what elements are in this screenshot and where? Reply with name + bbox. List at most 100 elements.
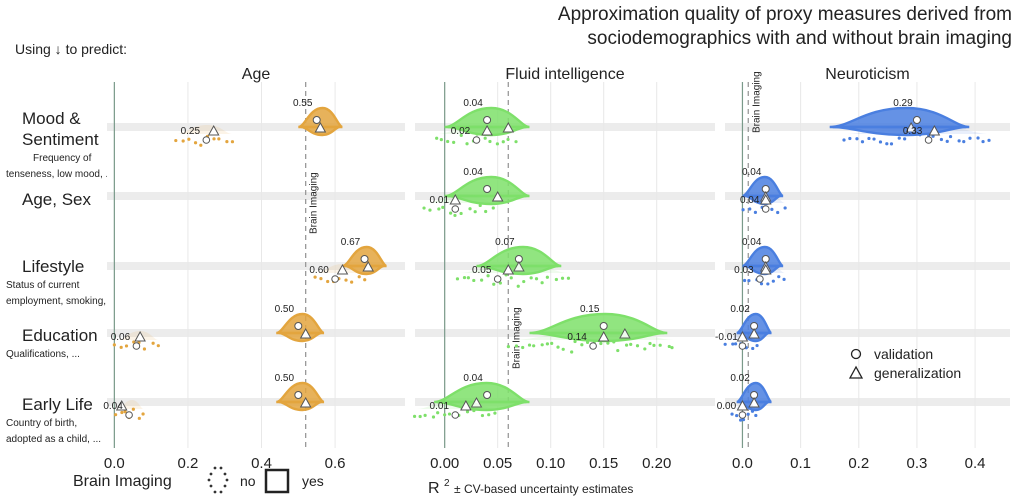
dotted-violin-dot [629, 342, 633, 346]
generalization-point [597, 330, 610, 342]
dotted-violin-dot [540, 343, 544, 347]
dotted-violin-dot [554, 277, 558, 282]
dotted-violin-dot [948, 134, 953, 139]
panel-title: Fluid intelligence [505, 66, 624, 83]
dotted-violin-dot [730, 412, 734, 416]
dotted-violin-dot [123, 410, 127, 414]
dotted-violin-dot [908, 131, 913, 135]
dotted-violin-dot [441, 205, 445, 209]
x-tick-label: 0.4 [251, 455, 272, 472]
dotted-violin-dot [412, 414, 417, 418]
dotted-violin-dot [783, 206, 787, 210]
dotted-violin-dot [889, 142, 894, 146]
value-label: 0.55 [293, 98, 313, 109]
row-label-title: Education [22, 326, 98, 345]
dotted-violin-dot [459, 133, 463, 138]
row-band [415, 262, 715, 270]
dotted-violin-dot [918, 133, 922, 137]
dotted-violin-dot [468, 207, 472, 211]
row-3-marks: 0.67 0.60 [309, 237, 388, 284]
validation-point [493, 275, 502, 283]
dotted-violin-dot [561, 347, 565, 351]
dotted-violin-dot [475, 132, 479, 136]
x-tick-label: 0.1 [790, 455, 811, 472]
x-tick-label: 0.10 [536, 455, 565, 472]
violin-yes [829, 106, 970, 129]
dotted-violin-dot [957, 139, 961, 143]
dotted-violin-dot [141, 412, 145, 416]
dotted-violin-dot [422, 206, 426, 210]
dotted-violin-dot [437, 207, 441, 211]
dotted-violin-dot [493, 411, 497, 415]
x-axis-title-r: R [428, 480, 440, 497]
dotted-violin-dot [766, 282, 770, 286]
legend-no-dot [207, 478, 211, 482]
dotted-violin-dot [509, 276, 513, 280]
generalization-point [491, 190, 504, 202]
generalization-point [134, 330, 146, 342]
validation-point [331, 275, 339, 283]
value-label: 0.03 [734, 265, 754, 276]
dotted-violin-dot [776, 210, 780, 215]
dotted-violin-dot [199, 143, 203, 147]
row-band [107, 329, 405, 337]
dotted-violin-dot [492, 282, 496, 286]
dotted-violin-dot [478, 203, 482, 208]
dotted-violin-dot [532, 344, 536, 348]
legend-generalization-label: generalization [874, 365, 961, 381]
row-2-marks: 0.04 0.01 [422, 167, 530, 218]
row-label-title: Age, Sex [22, 190, 91, 209]
dotted-violin-dot [488, 139, 492, 144]
dotted-violin-dot [751, 346, 755, 351]
validation-point [589, 342, 597, 350]
dotted-violin-dot [501, 140, 505, 144]
row-1-marks: 0.29 0.33 [829, 98, 991, 146]
validation-point [312, 116, 321, 124]
validation-point [360, 255, 369, 263]
generalization-point [115, 399, 128, 411]
dotted-violin-dot [580, 343, 584, 347]
dotted-violin-dot [313, 275, 317, 279]
generalization-point [460, 399, 472, 411]
row-1-marks: 0.04 0.02 [435, 98, 530, 146]
dotted-violin-dot [540, 281, 544, 285]
row-label-subtitle: Frequency of [33, 153, 92, 164]
dotted-violin-dot [119, 345, 123, 349]
dotted-violin-dot [735, 413, 739, 418]
row-label-subtitle: Qualifications, ... [6, 349, 80, 360]
generalization-point [502, 121, 515, 133]
legend-no-dot [209, 472, 213, 476]
dotted-violin-dot [436, 411, 440, 415]
x-axis-title-sup: 2 [444, 478, 450, 489]
row-band [725, 192, 1010, 200]
dotted-violin-dot [987, 138, 991, 142]
dotted-violin-dot [652, 343, 656, 347]
legend-no-dots-icon [207, 466, 229, 494]
violin-yes-lower [447, 194, 527, 206]
dotted-violin-dot [435, 136, 439, 140]
legend-no-dot [225, 478, 229, 482]
panel-neuroticism: Brain Imaging Neuroticism 0.0 0.1 0.2 0.3 0.4 0… [715, 66, 1010, 472]
x-tick-label: 0.4 [965, 455, 986, 472]
value-label: 0.15 [580, 304, 600, 315]
generalization-point [314, 121, 327, 133]
dotted-violin-dot [545, 342, 550, 346]
dotted-violin-dot [181, 139, 185, 143]
dotted-violin-dot [560, 276, 565, 280]
row-band [725, 329, 1010, 337]
dotted-violin-dot [484, 209, 488, 214]
value-label: 0.01 [430, 195, 450, 206]
x-tick-label: 0.3 [907, 455, 928, 472]
x-tick-label: 0.0 [732, 455, 753, 472]
dotted-violin-dot [319, 277, 323, 281]
row-4-marks: 0.02 -0.01 [715, 304, 773, 351]
dotted-violin-dot [914, 131, 918, 135]
dotted-violin-dot [616, 348, 620, 353]
dotted-violin-dot [486, 274, 490, 278]
dotted-violin-dot [612, 340, 616, 344]
dotted-violin-dot [903, 137, 907, 141]
generalization-point [748, 327, 760, 339]
dotted-violin-dot [225, 140, 229, 144]
brain-imaging-annotation: Brain Imaging [309, 172, 320, 234]
x-axis-title-rest: ± CV-based uncertainty estimates [454, 482, 633, 496]
